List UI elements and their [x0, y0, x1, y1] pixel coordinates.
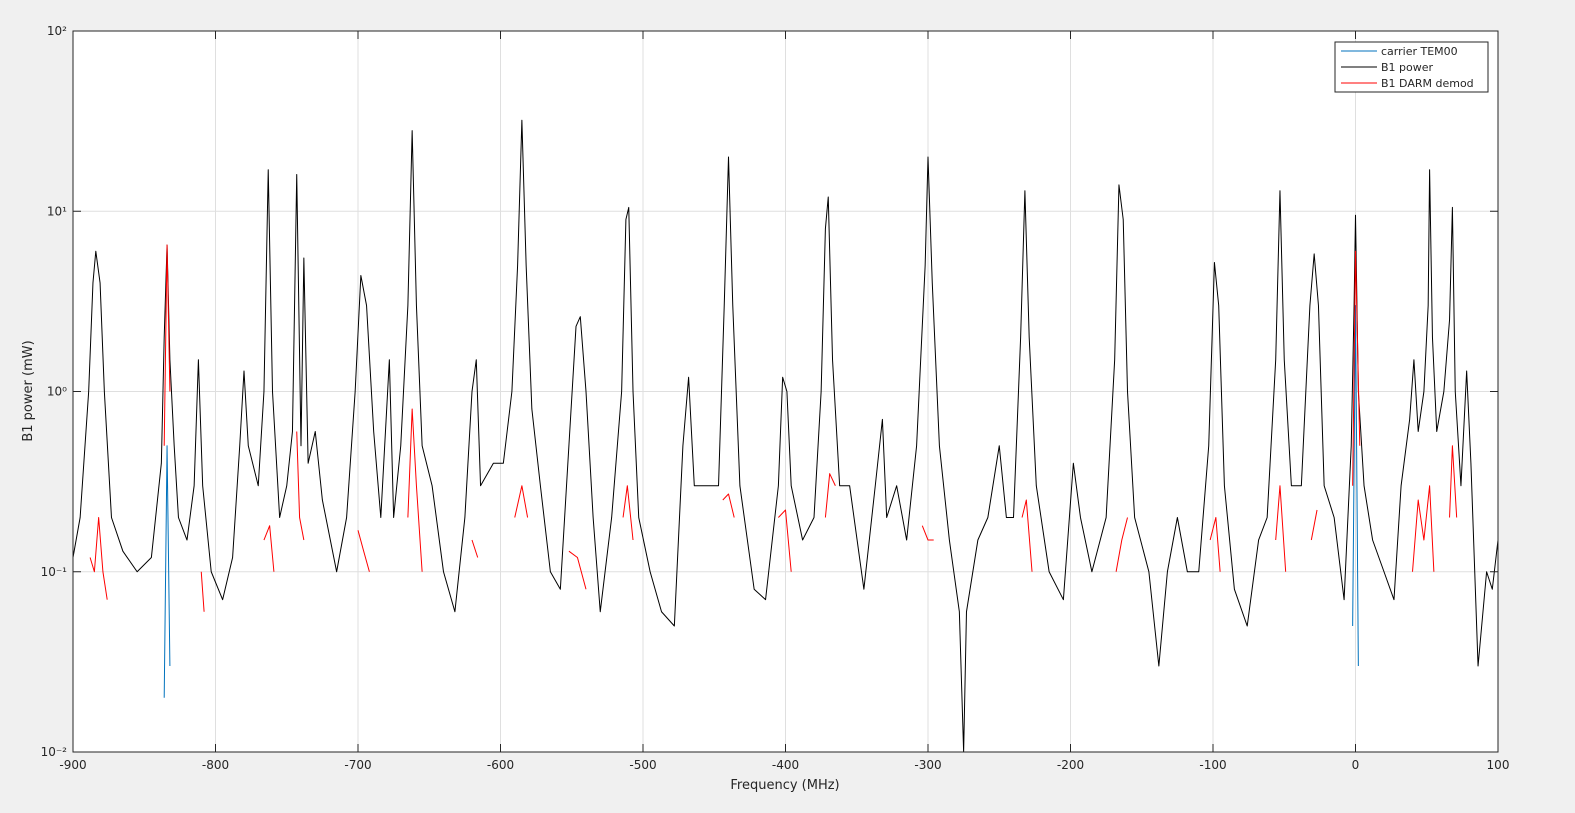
series-line — [163, 305, 1359, 698]
y-tick-label: 10⁰ — [47, 385, 67, 399]
legend-label: B1 DARM demod — [1381, 77, 1474, 90]
y-tick-label: 10⁻² — [41, 745, 68, 759]
y-tick-label: 10⁻¹ — [41, 565, 68, 579]
x-tick-label: 100 — [1487, 758, 1510, 772]
series-line — [73, 119, 1498, 752]
x-tick-label: -100 — [1199, 758, 1226, 772]
ticks: -900 -800 -700 -600 -500 -400 -300 -200 -100 0 100… — [41, 24, 1510, 772]
legend: carrier TEM00 B1 power B1 DARM demod — [1334, 41, 1489, 93]
x-axis-label: Frequency (MHz) — [730, 778, 839, 793]
legend-label: carrier TEM00 — [1381, 45, 1458, 58]
x-tick-label: -600 — [487, 758, 514, 772]
x-tick-label: -400 — [772, 758, 799, 772]
x-tick-label: -500 — [629, 758, 656, 772]
x-tick-label: -700 — [344, 758, 371, 772]
x-tick-label: 0 — [1352, 758, 1360, 772]
y-tick-label: 10² — [47, 24, 67, 38]
legend-label: B1 power — [1381, 61, 1434, 74]
y-axis-label: B1 power (mW) — [21, 340, 36, 441]
plot-lines — [73, 119, 1498, 752]
x-tick-label: -800 — [202, 758, 229, 772]
x-tick-label: -900 — [59, 758, 86, 772]
x-tick-label: -200 — [1057, 758, 1084, 772]
y-tick-label: 10¹ — [47, 204, 67, 218]
series-line — [89, 244, 1458, 612]
x-tick-label: -300 — [914, 758, 941, 772]
